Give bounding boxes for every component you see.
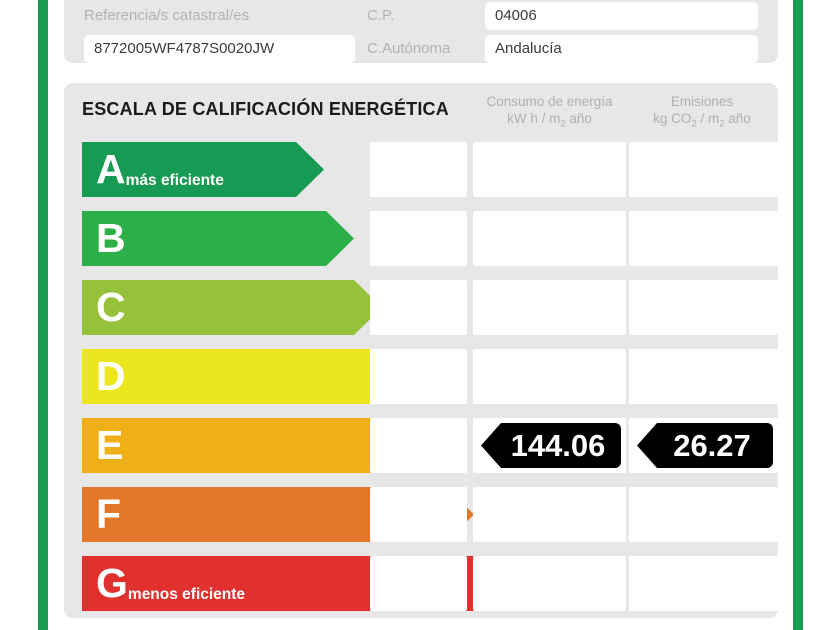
scale-title: ESCALA DE CALIFICACIÓN ENERGÉTICA (82, 99, 449, 119)
rating-row-f: F (64, 480, 778, 548)
consumption-column-header: Consumo de energía kW h / m2 año (473, 93, 626, 133)
value-cell-b-1 (473, 211, 626, 266)
band-efficiency-note: menos eficiente (127, 586, 246, 603)
energy-band-b[interactable]: B (82, 211, 354, 266)
band-letter: E (96, 422, 123, 468)
band-letter: D (96, 353, 125, 399)
band-letter: G (96, 560, 127, 606)
value-cell-d-1 (473, 349, 626, 404)
value-cell-e-0 (370, 418, 467, 473)
consumption-column-unit: kW h / m2 año (507, 111, 592, 130)
rating-row-b: B (64, 204, 778, 272)
value-cell-b-0 (370, 211, 467, 266)
rating-row-e: E 144.06 26.27 (64, 411, 778, 479)
emissions-value-badge: 26.27 (637, 423, 773, 468)
consumption-unit-subscript: 2 (560, 118, 566, 130)
left-green-rail (38, 0, 48, 630)
emissions-column-header: Emisiones kg CO2 / m2 año (626, 93, 778, 133)
emissions-unit-prefix: kg CO (653, 111, 692, 126)
right-green-rail (793, 0, 803, 630)
value-cell-f-1 (473, 487, 626, 542)
value-cell-f-2 (629, 487, 778, 542)
rating-row-c: C (64, 273, 778, 341)
band-letter: B (96, 215, 125, 261)
emissions-unit-subscript-a: 2 (691, 118, 697, 130)
energy-rating-scale-panel: ESCALA DE CALIFICACIÓN ENERGÉTICA Consum… (64, 83, 778, 618)
consumption-unit-suffix: año (565, 111, 592, 126)
emissions-unit-suffix: año (724, 111, 751, 126)
value-cell-f-0 (370, 487, 467, 542)
value-cell-d-2 (629, 349, 778, 404)
value-cell-g-2 (629, 556, 778, 611)
postal-code-label: C.P. (367, 7, 395, 24)
autonomous-community-label: C.Autónoma (367, 40, 451, 57)
emissions-unit-subscript-b: 2 (719, 118, 725, 130)
band-efficiency-note: más eficiente (125, 172, 224, 189)
consumption-unit-prefix: kW h / m (507, 111, 561, 126)
cadastral-reference-field[interactable]: 8772005WF4787S0020JW (84, 35, 355, 63)
band-letter: A (96, 146, 125, 192)
consumption-value-badge: 144.06 (481, 423, 621, 468)
energy-band-d[interactable]: D (82, 349, 412, 404)
band-letter: C (96, 284, 125, 330)
value-cell-c-1 (473, 280, 626, 335)
emissions-column-title: Emisiones (670, 94, 734, 109)
value-cell-a-0 (370, 142, 467, 197)
value-cell-b-2 (629, 211, 778, 266)
rating-row-d: D (64, 342, 778, 410)
identification-panel: Referencia/s catastral/es C.P. 04006 877… (64, 0, 778, 63)
value-cell-g-1 (473, 556, 626, 611)
value-cell-c-0 (370, 280, 467, 335)
value-cell-a-1 (473, 142, 626, 197)
value-cell-a-2 (629, 142, 778, 197)
energy-band-c[interactable]: C (82, 280, 382, 335)
band-letter: F (96, 491, 121, 537)
emissions-unit-mid: / m (696, 111, 720, 126)
autonomous-community-field[interactable]: Andalucía (485, 35, 758, 63)
value-cell-c-2 (629, 280, 778, 335)
value-cell-g-0 (370, 556, 467, 611)
identification-row-1: Referencia/s catastral/es C.P. 04006 (64, 2, 778, 30)
consumption-column-title: Consumo de energía (486, 94, 613, 109)
postal-code-field[interactable]: 04006 (485, 2, 758, 30)
value-cell-d-0 (370, 349, 467, 404)
identification-row-2: 8772005WF4787S0020JW C.Autónoma Andalucí… (64, 35, 778, 63)
cadastral-reference-label: Referencia/s catastral/es (84, 7, 250, 24)
emissions-column-unit: kg CO2 / m2 año (653, 111, 751, 130)
